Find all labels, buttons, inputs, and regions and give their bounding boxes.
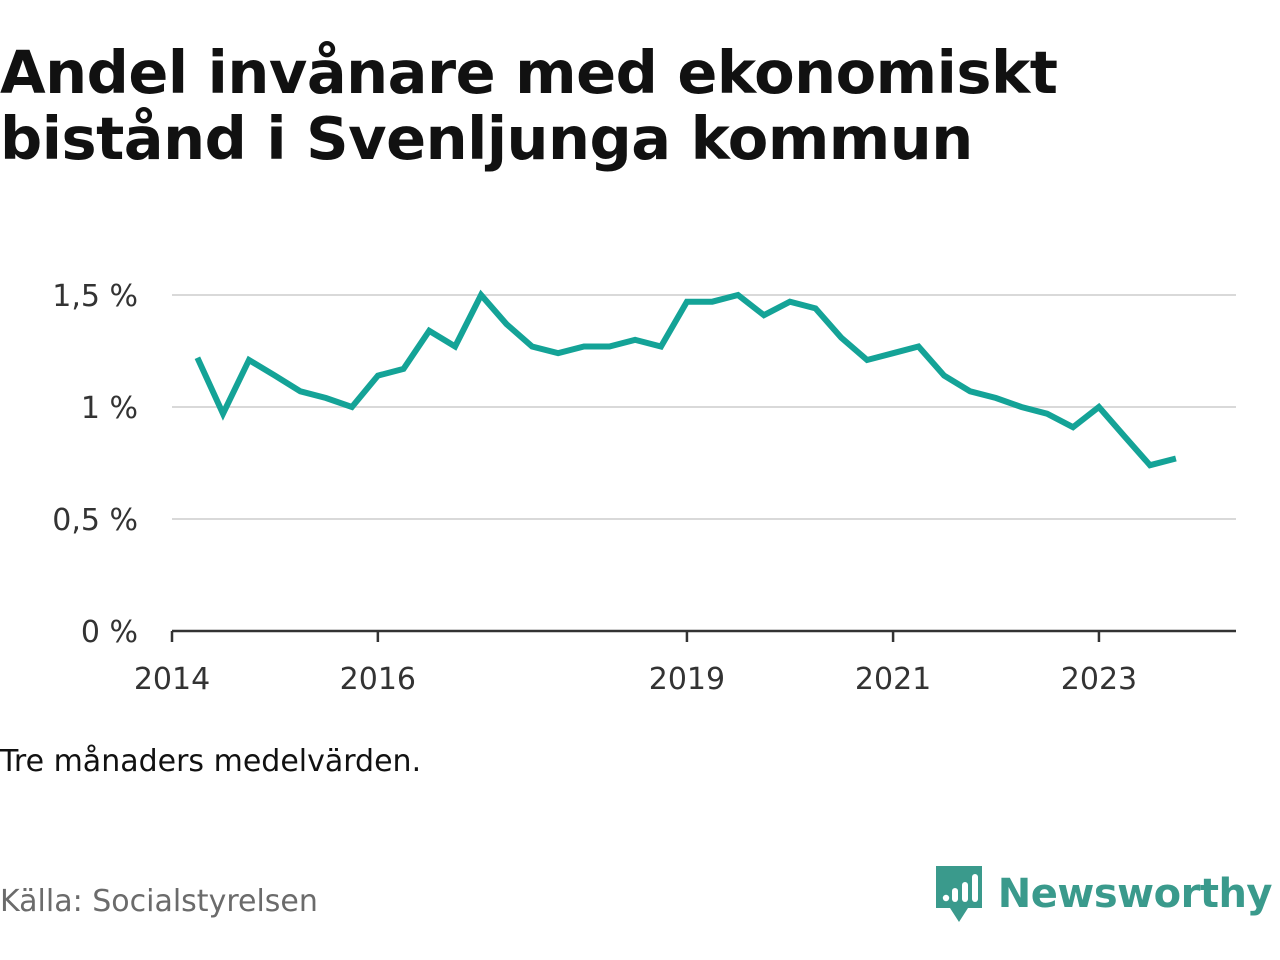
brand-name: Newsworthy (997, 871, 1273, 917)
data-point (375, 373, 381, 379)
series-layer (194, 289, 1179, 469)
x-tick-label: 2019 (649, 662, 725, 697)
y-tick-label: 0 % (81, 615, 138, 650)
data-point (813, 305, 819, 311)
chart-title: Andel invånare med ekonomiskt bistånd i … (0, 40, 1180, 172)
y-tick-label: 0,5 % (52, 503, 138, 538)
data-point (323, 395, 329, 401)
line-chart: 0 % 0,5 % 1 % 1,5 % 2014 2016 2019 2021 2023 (52, 279, 1236, 697)
chart-note: Tre månaders medelvärden. (0, 744, 422, 779)
data-point (632, 337, 638, 343)
data-point (916, 344, 922, 350)
data-point (194, 355, 200, 361)
data-point (735, 292, 741, 298)
x-tick-label: 2023 (1061, 662, 1137, 697)
data-point (1121, 433, 1127, 439)
data-point (864, 357, 870, 363)
data-point (709, 299, 715, 305)
data-point (478, 292, 484, 298)
newsworthy-logo-icon (935, 866, 982, 922)
y-axis-tick-labels: 0 % 0,5 % 1 % 1,5 % (52, 279, 138, 650)
chart-title-line-2: bistånd i Svenljunga kommun (0, 104, 973, 173)
data-point (1147, 462, 1153, 468)
data-point (555, 350, 561, 356)
data-point (1044, 411, 1050, 417)
data-point (1173, 456, 1179, 462)
source-label: Källa: Socialstyrelsen (0, 884, 318, 919)
series-line (194, 289, 1177, 469)
data-point (297, 388, 303, 394)
data-point (684, 299, 690, 305)
data-point (761, 312, 767, 318)
data-point (658, 344, 664, 350)
data-point (581, 344, 587, 350)
x-tick-label: 2014 (134, 662, 210, 697)
data-point (272, 373, 278, 379)
x-axis: 2014 2016 2019 2021 2023 (134, 629, 1236, 697)
data-point (401, 366, 407, 372)
x-tick-label: 2021 (855, 662, 931, 697)
y-tick-label: 1,5 % (52, 279, 138, 314)
data-point (452, 344, 458, 350)
data-point (349, 404, 355, 410)
data-point (967, 388, 973, 394)
data-point (838, 335, 844, 341)
data-point (606, 344, 612, 350)
data-point (246, 357, 252, 363)
data-point (1018, 404, 1024, 410)
data-point (504, 321, 510, 327)
data-point (890, 350, 896, 356)
data-point (426, 328, 432, 334)
x-tick-label: 2016 (340, 662, 416, 697)
y-tick-label: 1 % (81, 391, 138, 426)
data-point (993, 395, 999, 401)
data-point (220, 411, 226, 417)
newsworthy-brand: Newsworthy (934, 864, 1273, 924)
data-point (787, 299, 793, 305)
chart-title-line-1: Andel invånare med ekonomiskt (0, 38, 1058, 107)
data-point (1096, 404, 1102, 410)
data-point (1070, 424, 1076, 430)
grid-lines (172, 294, 1236, 520)
data-point (941, 373, 947, 379)
data-point (529, 344, 535, 350)
